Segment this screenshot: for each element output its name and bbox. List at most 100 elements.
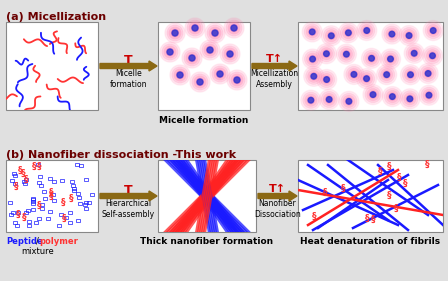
Text: (b) Nanofiber dissociation -This work: (b) Nanofiber dissociation -This work [6, 150, 236, 160]
Circle shape [174, 69, 186, 81]
Circle shape [327, 32, 335, 40]
Circle shape [399, 26, 419, 46]
Circle shape [357, 69, 377, 89]
Text: §: § [387, 191, 392, 200]
Circle shape [164, 46, 176, 58]
Circle shape [165, 23, 185, 43]
Bar [40, 207, 44, 210]
Circle shape [310, 56, 315, 62]
Text: §: § [387, 162, 392, 171]
Circle shape [340, 25, 356, 41]
Circle shape [229, 72, 245, 88]
Circle shape [345, 97, 353, 105]
Text: Micellization
Assembly: Micellization Assembly [250, 69, 298, 89]
Circle shape [339, 91, 359, 111]
Circle shape [321, 91, 337, 107]
Circle shape [357, 21, 377, 40]
Text: §: § [16, 209, 20, 218]
Circle shape [422, 67, 434, 80]
Bar [31, 208, 35, 211]
Circle shape [336, 44, 357, 64]
Circle shape [404, 43, 424, 63]
Bar [27, 224, 31, 227]
Circle shape [386, 90, 398, 103]
Bar [76, 164, 79, 166]
Circle shape [211, 29, 219, 37]
Circle shape [228, 22, 240, 34]
Text: T↑: T↑ [266, 54, 283, 64]
Bar [84, 178, 88, 181]
Circle shape [425, 71, 431, 76]
Circle shape [362, 48, 382, 68]
Circle shape [384, 26, 400, 42]
Bar [13, 221, 17, 224]
Circle shape [405, 31, 413, 40]
Circle shape [388, 56, 393, 62]
Circle shape [212, 30, 218, 36]
Circle shape [209, 27, 221, 39]
Circle shape [419, 85, 439, 105]
Circle shape [207, 25, 223, 41]
Bar [48, 210, 52, 213]
Text: mixture: mixture [21, 247, 54, 256]
Circle shape [190, 72, 210, 92]
Circle shape [340, 48, 353, 60]
Circle shape [341, 93, 357, 109]
Text: §: § [394, 204, 399, 213]
Circle shape [189, 22, 201, 34]
Circle shape [307, 96, 315, 104]
Text: §: § [21, 168, 26, 177]
Bar [59, 213, 63, 216]
Bar [47, 177, 52, 180]
Circle shape [192, 25, 198, 31]
Text: §: § [32, 162, 37, 171]
Circle shape [408, 47, 420, 59]
Circle shape [402, 91, 418, 107]
Bar [70, 180, 74, 183]
Circle shape [224, 18, 244, 38]
Circle shape [361, 73, 373, 85]
Circle shape [202, 42, 218, 58]
Circle shape [364, 28, 370, 33]
Circle shape [380, 49, 401, 69]
Bar [30, 200, 34, 203]
Circle shape [321, 74, 332, 85]
Circle shape [369, 90, 377, 99]
Circle shape [310, 72, 318, 80]
Circle shape [384, 53, 396, 65]
Bar [27, 220, 31, 223]
Circle shape [383, 71, 391, 79]
Circle shape [427, 24, 439, 37]
Circle shape [306, 53, 319, 65]
FancyArrow shape [252, 61, 297, 71]
Bar [73, 187, 77, 190]
Bar [57, 224, 61, 227]
Text: §: § [365, 214, 370, 223]
Circle shape [303, 92, 319, 108]
Text: T: T [124, 184, 133, 197]
Circle shape [406, 45, 422, 61]
Circle shape [210, 64, 230, 84]
Text: Nanofiber
Dissociation: Nanofiber Dissociation [254, 199, 301, 219]
Text: §: § [24, 175, 29, 184]
Circle shape [216, 70, 224, 78]
Circle shape [364, 76, 369, 81]
Circle shape [424, 69, 432, 78]
Circle shape [167, 25, 183, 41]
Circle shape [226, 50, 234, 58]
Circle shape [325, 96, 333, 103]
Circle shape [310, 29, 315, 35]
Circle shape [401, 28, 417, 44]
Circle shape [176, 71, 184, 79]
Circle shape [386, 28, 398, 40]
Circle shape [169, 27, 181, 39]
Circle shape [233, 76, 241, 84]
Circle shape [338, 23, 358, 43]
Bar [77, 196, 81, 199]
Text: §: § [396, 173, 401, 182]
Circle shape [309, 55, 317, 63]
Circle shape [351, 72, 357, 77]
Circle shape [304, 66, 324, 86]
Circle shape [346, 99, 352, 104]
Text: §: § [323, 188, 328, 197]
